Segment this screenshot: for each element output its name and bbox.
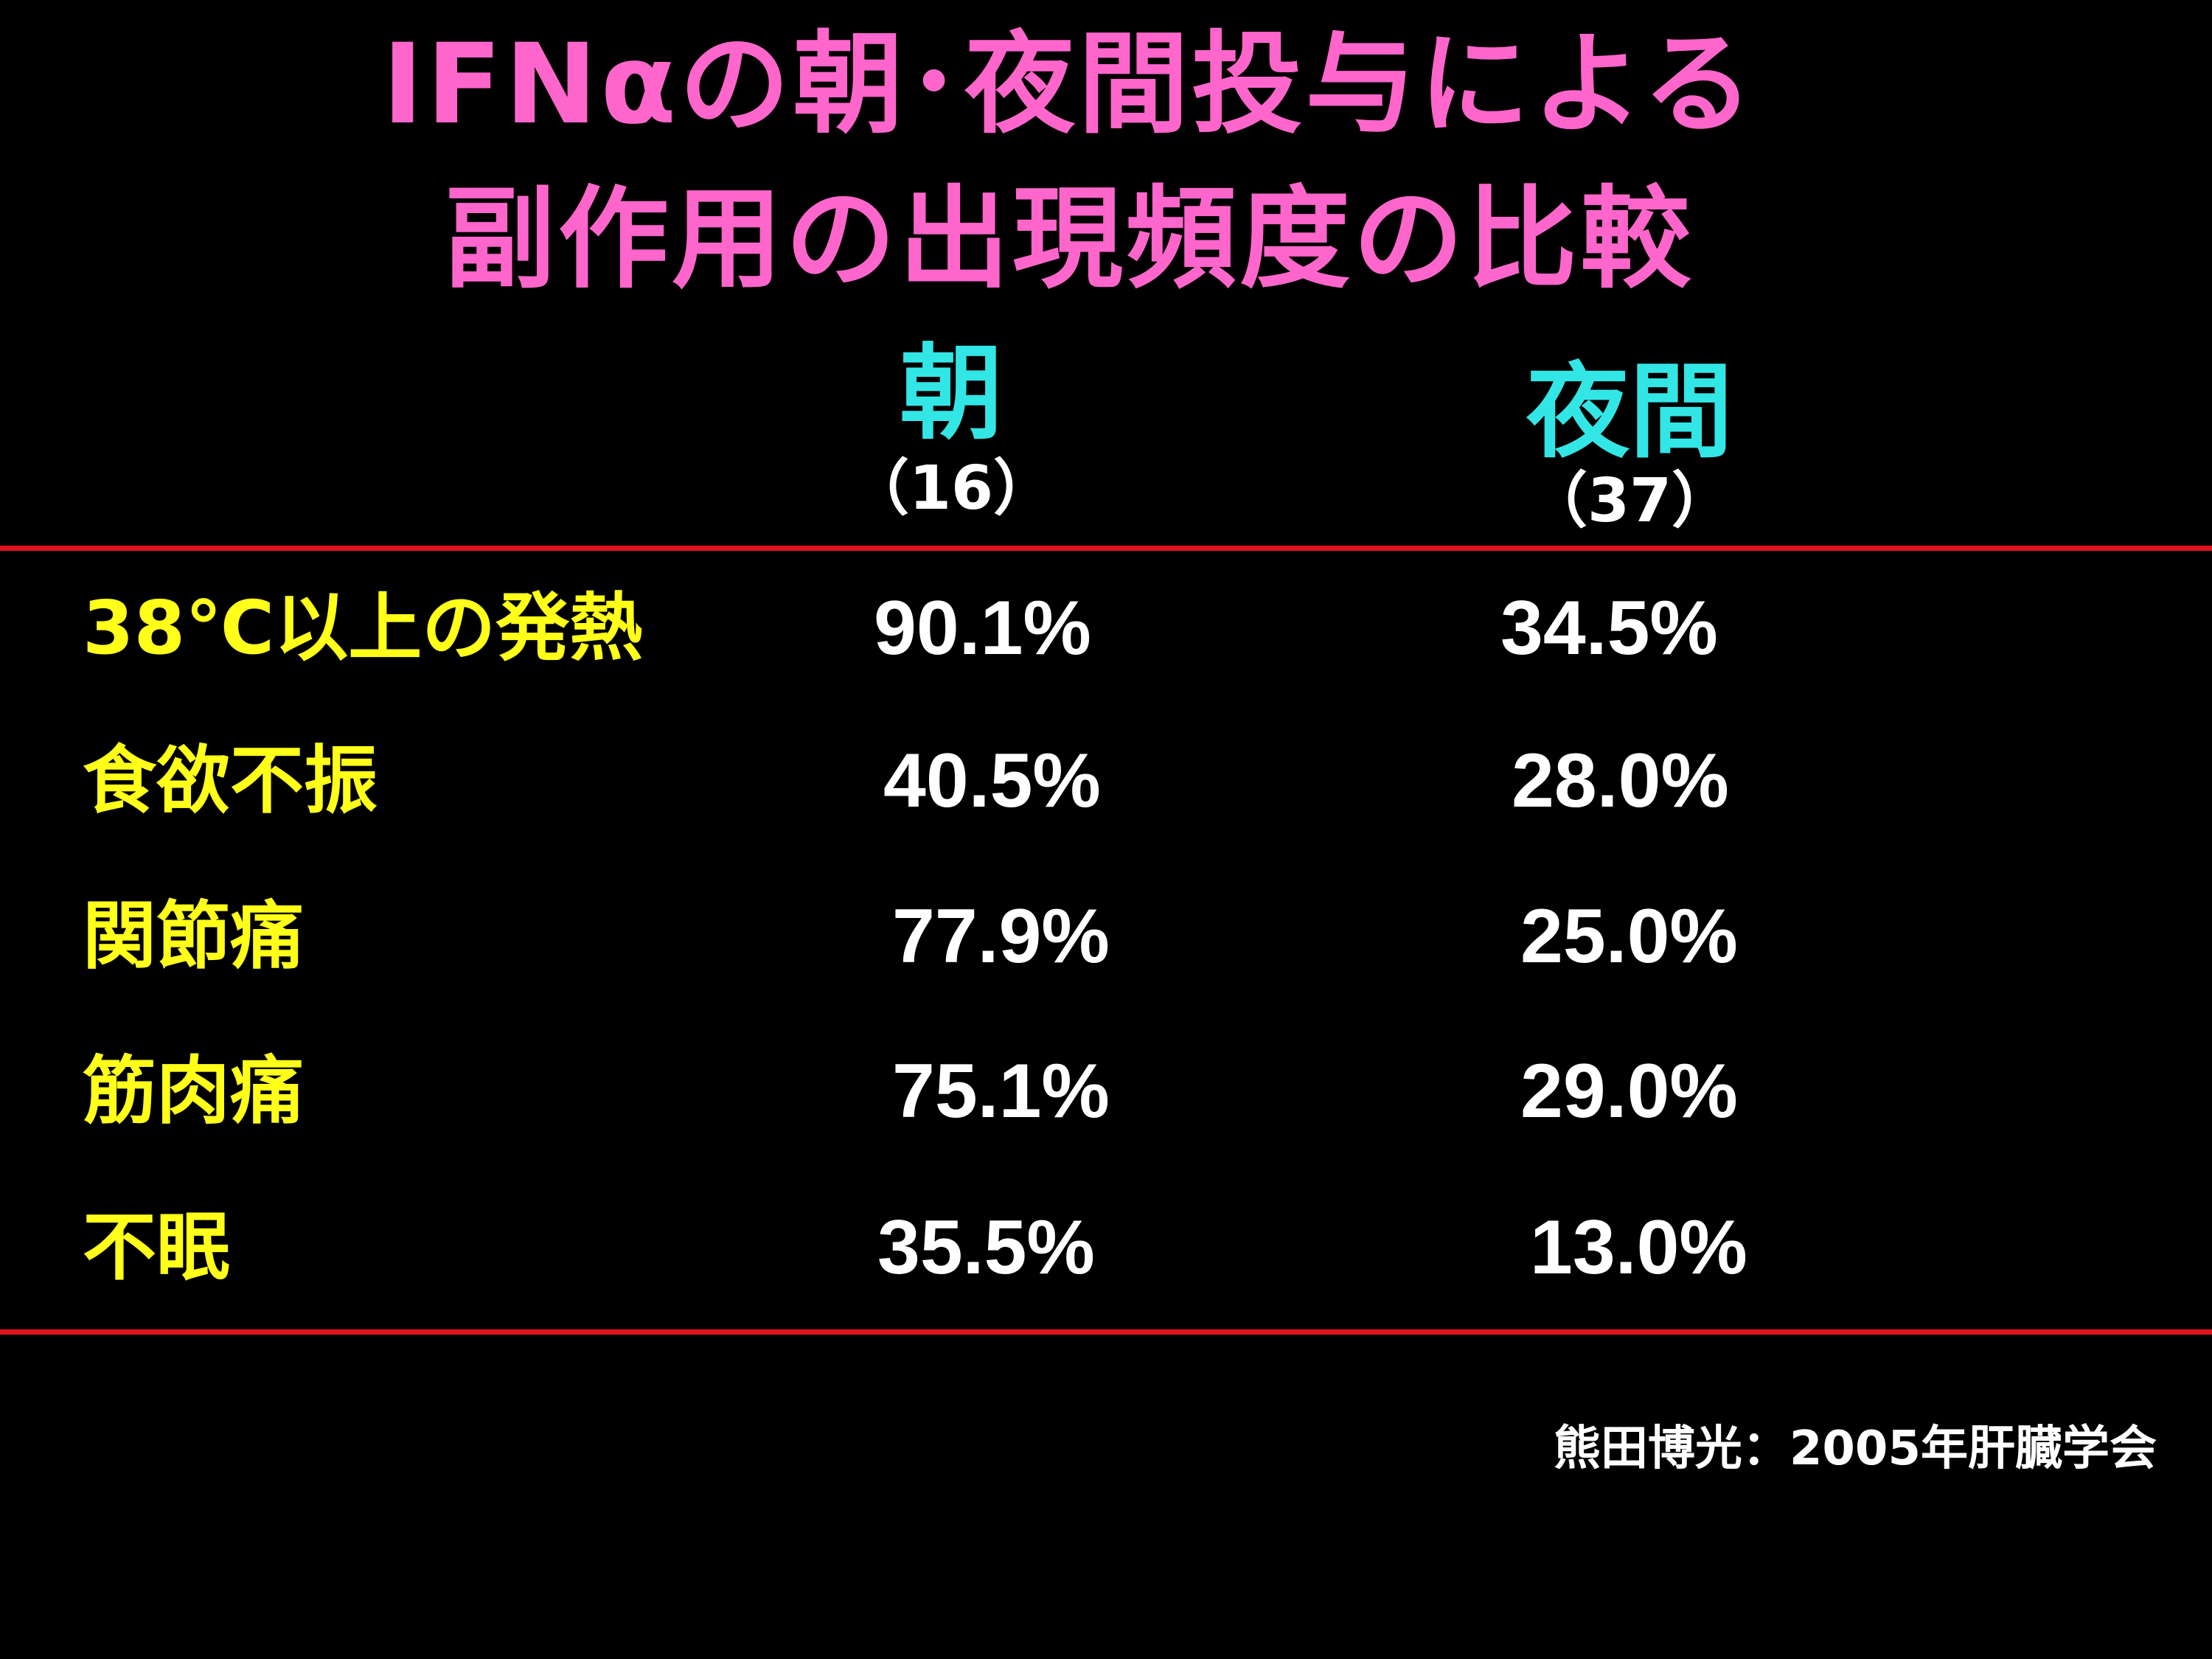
row-value-night-muscle-pain: 29.0% — [1520, 1048, 1738, 1134]
row-value-night-appetite-loss: 28.0% — [1512, 738, 1729, 824]
row-value-morning-muscle-pain: 75.1% — [892, 1048, 1110, 1134]
row-value-morning-appetite-loss: 40.5% — [883, 738, 1101, 824]
row-value-night-insomnia: 13.0% — [1530, 1205, 1747, 1290]
row-label-insomnia: 不眠 — [83, 1204, 230, 1290]
row-value-night-fever: 34.5% — [1500, 585, 1718, 671]
slide-title-line-1: IFNαの朝･夜間投与による — [382, 21, 1756, 149]
row-label-joint-pain: 関節痛 — [83, 893, 304, 979]
row-value-morning-joint-pain: 77.9% — [892, 894, 1110, 979]
column-header-night: 夜間 — [1526, 352, 1733, 473]
row-label-muscle-pain: 筋肉痛 — [83, 1048, 304, 1134]
row-value-night-joint-pain: 25.0% — [1520, 894, 1738, 979]
row-label-fever: 38℃以上の発熱 — [83, 585, 644, 671]
table-top-rule — [0, 546, 2212, 551]
row-value-morning-fever: 90.1% — [874, 585, 1091, 671]
column-count-night: （37） — [1526, 466, 1733, 536]
column-count-morning: （16） — [848, 453, 1054, 524]
row-value-morning-insomnia: 35.5% — [877, 1205, 1095, 1290]
column-header-morning: 朝 — [899, 334, 1003, 454]
table-bottom-rule — [0, 1329, 2212, 1335]
row-label-appetite-loss: 食欲不振 — [83, 737, 378, 824]
source-citation: 熊田博光：2005年肝臓学会 — [1553, 1422, 2157, 1476]
slide-title-line-2: 副作用の出現頻度の比較 — [444, 175, 1694, 304]
